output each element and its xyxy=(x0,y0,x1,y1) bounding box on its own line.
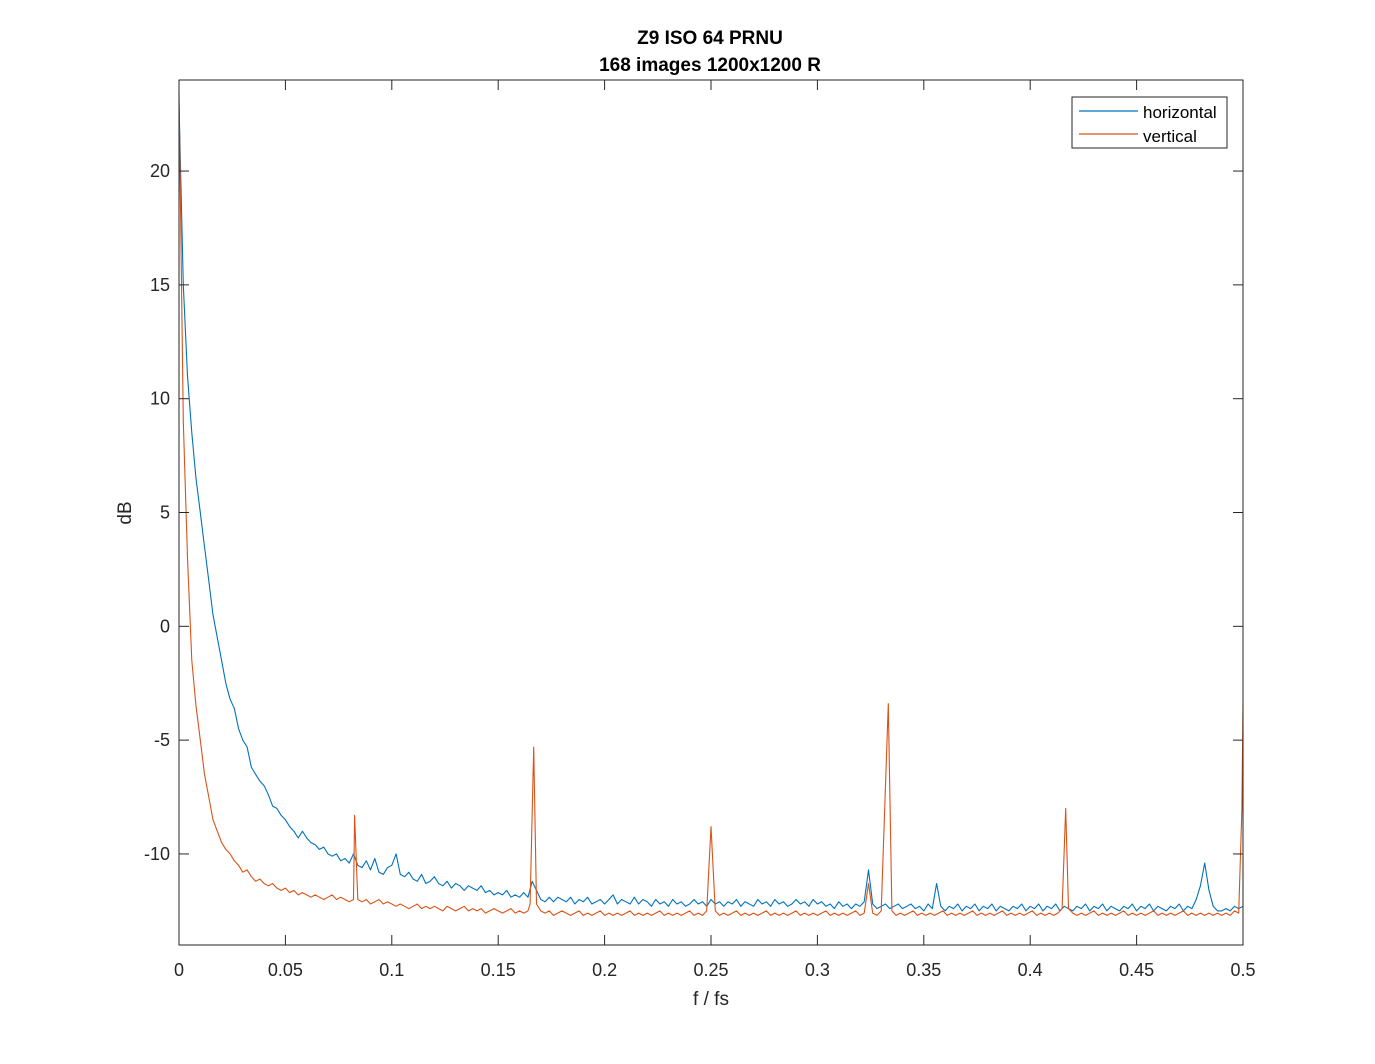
plot-area xyxy=(179,80,1243,945)
x-tick-label: 0.45 xyxy=(1119,960,1154,980)
series-layer xyxy=(178,91,1244,916)
y-tick-label: -5 xyxy=(154,730,170,750)
x-tick-label: 0.2 xyxy=(592,960,617,980)
x-tick-label: 0.35 xyxy=(906,960,941,980)
y-tick-label: 20 xyxy=(150,161,170,181)
x-axis-label: f / fs xyxy=(693,989,729,1010)
y-axis-ticks: 20 15 10 5 0 -5 -10 xyxy=(144,161,1243,864)
legend: horizontal vertical xyxy=(1071,96,1228,149)
series-line-vertical xyxy=(178,91,1244,916)
y-tick-label: 10 xyxy=(150,389,170,409)
x-tick-label: 0.05 xyxy=(268,960,303,980)
y-tick-label: 15 xyxy=(150,275,170,295)
y-tick-label: -10 xyxy=(144,844,170,864)
y-tick-label: 5 xyxy=(160,503,170,523)
chart-subtitle: 168 images 1200x1200 R xyxy=(599,55,821,76)
legend-label-vertical: vertical xyxy=(1143,127,1197,146)
legend-box xyxy=(1071,96,1228,149)
x-tick-label: 0.3 xyxy=(805,960,830,980)
x-tick-label: 0.1 xyxy=(379,960,404,980)
y-axis-label: dB xyxy=(115,501,136,524)
legend-label-horizontal: horizontal xyxy=(1143,103,1217,122)
chart-title: Z9 ISO 64 PRNU xyxy=(637,28,783,49)
x-tick-label: 0.5 xyxy=(1230,960,1255,980)
x-tick-label: 0.15 xyxy=(481,960,516,980)
y-tick-label: 0 xyxy=(160,616,170,636)
x-tick-label: 0 xyxy=(174,960,184,980)
x-tick-label: 0.25 xyxy=(693,960,728,980)
x-tick-label: 0.4 xyxy=(1018,960,1043,980)
x-axis-ticks: 0 0.05 0.1 0.15 0.2 0.25 0.3 0.35 0.4 0.45 0.5 xyxy=(174,80,1256,980)
